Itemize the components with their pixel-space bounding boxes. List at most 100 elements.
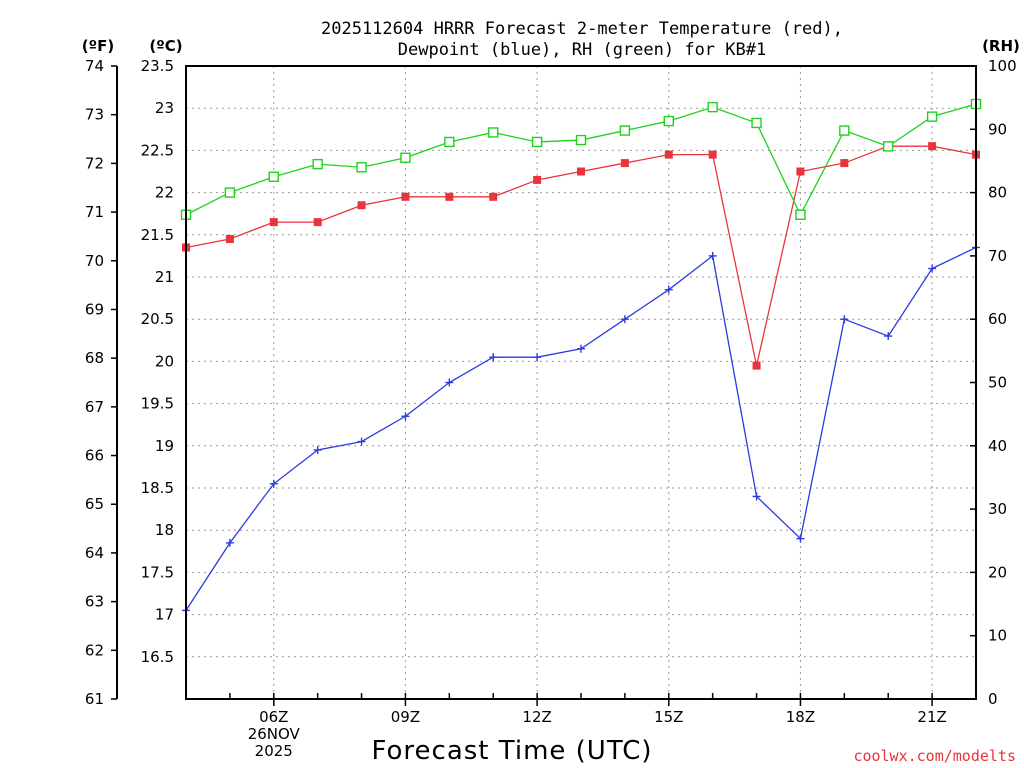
data-point xyxy=(840,315,849,324)
data-point xyxy=(489,192,498,201)
rh-tick-label: 40 xyxy=(988,437,1007,455)
data-point xyxy=(664,150,673,159)
series-line xyxy=(185,103,977,217)
celsius-tick-label: 18.5 xyxy=(141,479,174,497)
celsius-tick-label: 21 xyxy=(155,268,174,286)
data-point xyxy=(796,534,805,543)
data-point xyxy=(752,361,761,370)
fahrenheit-tick-label: 64 xyxy=(85,544,104,562)
celsius-tick-label: 21.5 xyxy=(141,226,174,244)
celsius-tick-label: 20 xyxy=(155,352,174,370)
fahrenheit-axis-label: (ºF) xyxy=(82,37,114,55)
data-point xyxy=(268,171,279,182)
rh-tick-label: 10 xyxy=(988,627,1007,645)
data-point xyxy=(224,187,236,198)
plot-frame xyxy=(185,65,977,700)
data-point xyxy=(445,192,454,201)
series-line xyxy=(185,145,977,366)
data-point xyxy=(225,538,234,547)
x-axis-title: Forecast Time (UTC) xyxy=(371,736,652,766)
data-point xyxy=(445,378,454,387)
data-point xyxy=(795,209,806,220)
x-tick-label: 26NOV xyxy=(248,725,301,743)
celsius-tick-label: 16.5 xyxy=(141,648,174,666)
x-tick-label: 2025 xyxy=(255,742,293,760)
rh-tick-label: 20 xyxy=(988,563,1007,581)
celsius-tick-label: 17.5 xyxy=(141,563,174,581)
data-point xyxy=(357,201,366,210)
data-point xyxy=(356,162,367,173)
data-point xyxy=(400,152,411,163)
rh-tick-label: 100 xyxy=(988,57,1017,75)
rh-tick-label: 50 xyxy=(988,374,1007,392)
data-point xyxy=(883,141,894,152)
series-dewpoint xyxy=(182,243,980,615)
x-tick-label: 15Z xyxy=(654,708,683,726)
celsius-tick-label: 18 xyxy=(155,521,174,539)
celsius-axis-label: (ºC) xyxy=(149,37,182,55)
celsius-tick-label: 19.5 xyxy=(141,395,174,413)
data-point xyxy=(401,192,410,201)
x-tick-label: 12Z xyxy=(522,708,551,726)
data-point xyxy=(707,101,718,113)
data-point xyxy=(796,167,805,176)
x-tick-label: 21Z xyxy=(917,708,946,726)
data-point xyxy=(577,167,585,176)
rh-tick-label: 30 xyxy=(988,500,1007,518)
data-point xyxy=(708,150,717,159)
fahrenheit-axis: 61 62 63 64 65 66 67 68 69 70 71 72 73 74 xyxy=(85,57,118,708)
rh-tick-label: 70 xyxy=(988,247,1007,265)
celsius-tick-label: 22.5 xyxy=(141,141,174,159)
data-point xyxy=(620,159,629,168)
series-temperature xyxy=(182,142,980,370)
series-line xyxy=(185,246,977,611)
rh-tick-label: 60 xyxy=(988,310,1007,328)
data-point xyxy=(489,353,498,362)
credit-text: coolwx.com/modelts xyxy=(853,747,1016,765)
grid-lines xyxy=(186,65,976,699)
rh-axis-label: (RH) xyxy=(982,37,1020,55)
data-point xyxy=(839,125,850,136)
x-tick-label: 18Z xyxy=(786,708,815,726)
celsius-tick-label: 22 xyxy=(155,184,174,202)
data-point xyxy=(619,125,631,136)
data-point xyxy=(357,437,366,446)
data-point xyxy=(313,218,322,227)
data-point xyxy=(575,134,587,146)
series-layer xyxy=(180,98,982,615)
title-line-2: Dewpoint (blue), RH (green) for KB#1 xyxy=(398,40,766,60)
fahrenheit-tick-label: 67 xyxy=(85,398,104,416)
data-point xyxy=(752,492,761,501)
fahrenheit-tick-label: 66 xyxy=(85,447,104,465)
data-point xyxy=(751,117,762,129)
data-point xyxy=(401,412,410,421)
data-point xyxy=(577,344,585,353)
data-point xyxy=(663,115,674,127)
fahrenheit-tick-label: 71 xyxy=(85,203,104,221)
fahrenheit-tick-label: 63 xyxy=(85,593,104,611)
celsius-tick-label: 20.5 xyxy=(141,310,174,328)
celsius-tick-label: 17 xyxy=(155,606,174,624)
data-point xyxy=(269,218,278,227)
fahrenheit-tick-label: 74 xyxy=(85,57,104,75)
celsius-tick-label: 19 xyxy=(155,437,174,455)
data-point xyxy=(664,285,673,294)
data-point xyxy=(531,136,543,148)
data-point xyxy=(269,479,278,488)
fahrenheit-tick-label: 65 xyxy=(85,495,104,513)
title-line-1: 2025112604 HRRR Forecast 2-meter Tempera… xyxy=(321,19,843,39)
fahrenheit-tick-label: 73 xyxy=(85,106,104,124)
celsius-axis: 16.5 17 17.5 18 18.5 19 19.5 20 20.5 21 21.5 22 22.5… xyxy=(141,57,174,666)
rh-tick-label: 0 xyxy=(988,690,998,708)
x-tick-label: 06Z xyxy=(259,708,288,726)
chart-title: 2025112604 HRRR Forecast 2-meter Tempera… xyxy=(321,19,843,60)
fahrenheit-tick-label: 70 xyxy=(85,252,104,270)
data-point xyxy=(312,158,323,170)
data-point xyxy=(533,175,542,184)
data-point xyxy=(708,251,717,260)
data-point xyxy=(620,315,629,324)
data-point xyxy=(840,159,849,168)
data-point xyxy=(533,353,542,362)
data-point xyxy=(313,446,322,455)
